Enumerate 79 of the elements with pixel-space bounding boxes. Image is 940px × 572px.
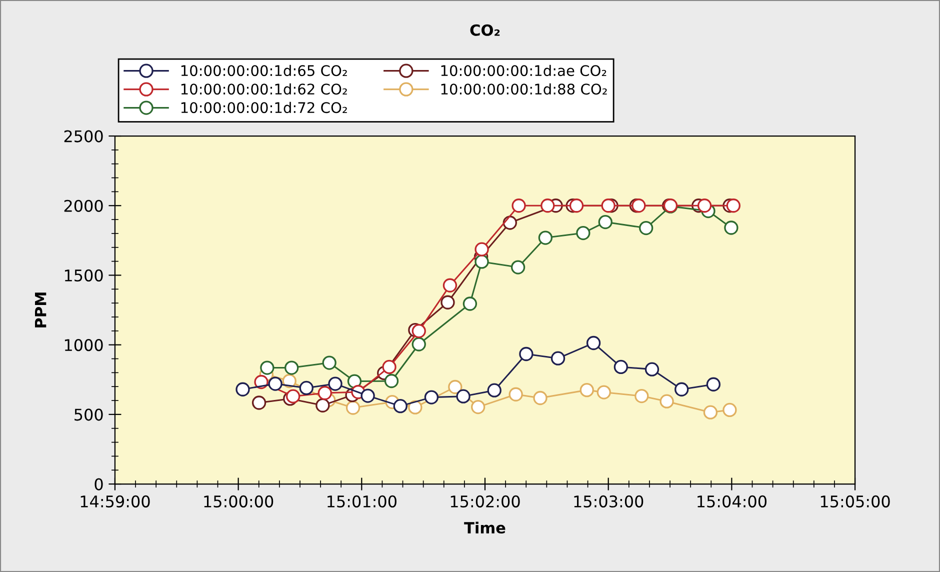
point <box>598 214 612 230</box>
y-axis-title: PPM <box>34 292 46 328</box>
y-tick-label: 0 <box>94 478 103 490</box>
point <box>284 360 299 375</box>
point <box>576 226 590 240</box>
legend-label: 10:00:00:00:1d:62 CO₂ <box>181 83 347 95</box>
point <box>512 198 526 213</box>
point <box>328 376 342 391</box>
point <box>408 400 422 414</box>
point <box>474 242 489 256</box>
point <box>474 254 489 269</box>
point <box>382 360 396 374</box>
point <box>360 388 375 403</box>
point <box>384 374 399 388</box>
point <box>569 198 584 213</box>
point <box>722 402 737 418</box>
point <box>424 390 439 404</box>
legend-label: 10:00:00:00:1d:88 CO₂ <box>441 83 607 95</box>
y-tick-label: 2500 <box>64 130 103 142</box>
point <box>412 324 426 338</box>
point <box>286 389 300 404</box>
point <box>706 377 721 392</box>
point <box>540 198 555 213</box>
point <box>533 390 548 406</box>
y-tick-label: 500 <box>74 408 103 421</box>
point <box>596 385 611 400</box>
point <box>393 398 408 414</box>
point <box>697 198 712 213</box>
point <box>586 336 601 350</box>
point <box>322 356 336 370</box>
point <box>448 380 462 394</box>
point <box>347 374 362 388</box>
point <box>252 396 266 410</box>
y-tick-label: 2000 <box>64 200 103 212</box>
x-tick-label: 15:04:00 <box>698 495 766 508</box>
x-tick-label: 15:00:00 <box>204 495 274 508</box>
point <box>260 360 274 375</box>
chart-title: CO₂ <box>470 24 500 36</box>
point <box>268 376 282 391</box>
x-tick-label: 15:05:00 <box>820 495 890 508</box>
y-tick-label: 1000 <box>64 339 103 352</box>
point <box>471 400 486 414</box>
x-tick-label: 15:03:00 <box>574 495 644 508</box>
legend-label: 10:00:00:00:1d:72 CO₂ <box>181 102 347 114</box>
point <box>299 380 314 396</box>
point <box>462 296 478 311</box>
x-tick-label: 15:02:00 <box>450 495 520 508</box>
point <box>601 198 616 213</box>
point <box>487 383 502 398</box>
point <box>346 400 360 415</box>
y-tick-label: 1500 <box>64 269 103 282</box>
point <box>726 198 740 213</box>
point <box>550 351 566 366</box>
point <box>638 220 654 236</box>
point <box>316 398 330 412</box>
point <box>519 346 534 362</box>
point <box>632 198 646 213</box>
x-tick-label: 14:59:00 <box>80 495 150 508</box>
point <box>236 382 250 396</box>
point <box>580 382 594 398</box>
point <box>456 389 470 404</box>
point <box>508 387 523 402</box>
point <box>442 278 458 292</box>
point <box>614 360 628 374</box>
point <box>538 230 553 245</box>
x-axis-title: Time <box>464 522 506 534</box>
point <box>644 362 660 376</box>
legend-label: 10:00:00:00:1d:65 CO₂ <box>181 64 347 76</box>
legend-label: 10:00:00:00:1d:ae CO₂ <box>441 64 606 76</box>
point <box>674 382 689 396</box>
point <box>318 386 332 400</box>
point <box>440 295 455 310</box>
point <box>703 405 718 420</box>
point <box>510 260 526 274</box>
point <box>660 394 674 408</box>
point <box>724 220 738 235</box>
point <box>634 388 649 404</box>
point <box>412 337 426 352</box>
x-tick-label: 15:01:00 <box>328 495 396 508</box>
